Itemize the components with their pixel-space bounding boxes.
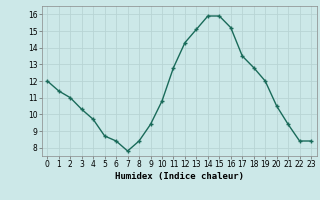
X-axis label: Humidex (Indice chaleur): Humidex (Indice chaleur) bbox=[115, 172, 244, 181]
